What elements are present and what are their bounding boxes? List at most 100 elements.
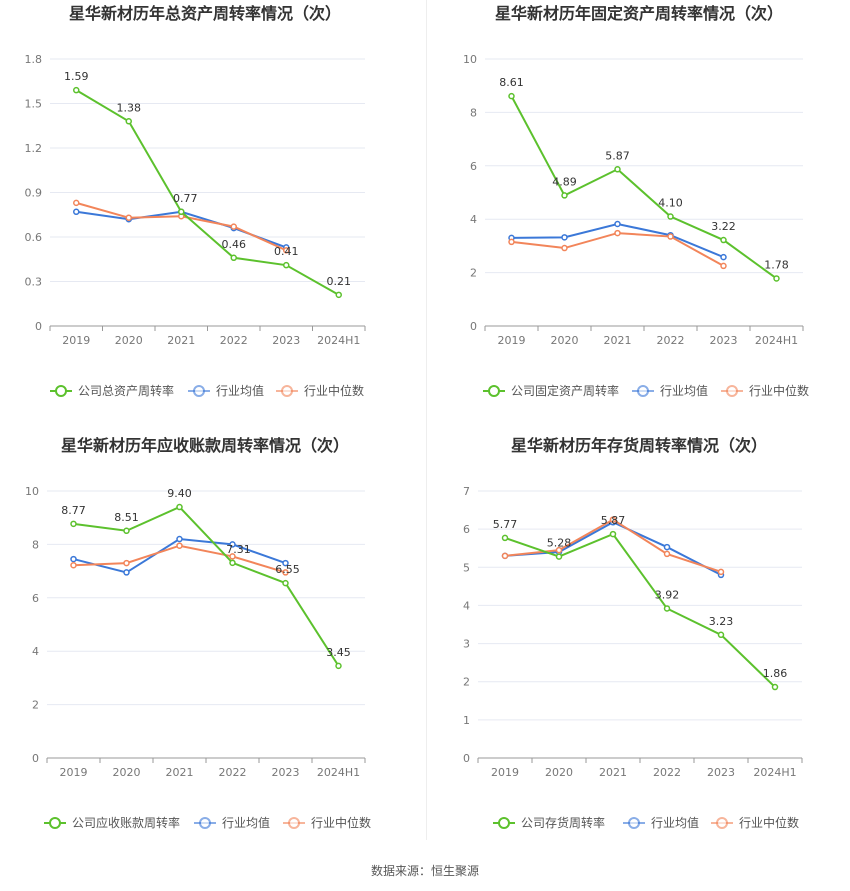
data-point — [73, 199, 80, 207]
chart-svg: 星华新材历年总资产周转率情况（次） 0 0.3 0.6 0.9 1.2 1.5 1.8 2019… — [25, 4, 366, 398]
data-point — [614, 220, 621, 228]
series-line — [73, 544, 286, 574]
y-tick-label: 10 — [463, 53, 477, 66]
y-tick-label: 6 — [32, 592, 39, 605]
data-point — [230, 254, 237, 262]
data-point — [283, 261, 290, 269]
y-tick-label: 1 — [463, 714, 470, 727]
y-tick-label: 0 — [32, 752, 39, 765]
legend-label: 行业中位数 — [749, 383, 809, 398]
y-tick-label: 7 — [463, 485, 470, 498]
data-point — [123, 569, 130, 576]
data-label: 8.77 — [61, 504, 86, 517]
data-label: 0.46 — [222, 238, 247, 251]
y-tick-label: 3 — [463, 638, 470, 651]
data-point — [773, 275, 780, 282]
legend-label: 行业均值 — [222, 815, 270, 830]
data-point — [73, 86, 80, 94]
data-point — [720, 236, 727, 244]
y-tick-label: 0.9 — [25, 187, 43, 200]
data-point — [667, 233, 674, 240]
x-tick-label: 2023 — [710, 334, 738, 347]
data-label: 4.89 — [552, 175, 577, 188]
x-tick-label: 2024H1 — [755, 334, 798, 347]
legend-label: 公司存货周转率 — [521, 815, 605, 830]
x-tick-label: 2021 — [167, 334, 195, 347]
data-label: 0.21 — [327, 275, 352, 288]
y-tick-label: 0 — [35, 320, 42, 333]
data-point — [771, 683, 779, 691]
data-point — [70, 555, 77, 563]
chart-title: 星华新材历年存货周转率情况（次） — [511, 436, 767, 455]
data-point — [178, 208, 185, 216]
data-point — [282, 579, 289, 587]
x-tick-label: 2019 — [62, 334, 90, 347]
data-point — [335, 662, 342, 670]
data-point — [282, 559, 289, 567]
y-tick-label: 8 — [32, 538, 39, 551]
data-label: 3.22 — [711, 220, 736, 233]
legend-marker — [55, 385, 67, 397]
data-point — [720, 253, 727, 261]
legend-label: 行业均值 — [216, 383, 264, 398]
data-label: 8.51 — [114, 511, 139, 524]
data-label: 3.23 — [709, 615, 734, 628]
series-line — [73, 505, 340, 667]
data-label: 1.78 — [764, 258, 789, 271]
data-label: 9.40 — [167, 487, 192, 500]
x-tick-label: 2021 — [604, 334, 632, 347]
x-tick-label: 2019 — [498, 334, 526, 347]
y-tick-label: 5 — [463, 561, 470, 574]
data-label: 6.55 — [275, 563, 300, 576]
x-tick-label: 2019 — [491, 766, 519, 779]
series-line — [504, 532, 776, 688]
x-tick-label: 2019 — [60, 766, 88, 779]
legend-marker — [193, 385, 205, 397]
series-line — [510, 95, 778, 280]
data-point — [663, 605, 671, 612]
legend-label: 公司总资产周转率 — [78, 383, 174, 398]
data-point — [501, 534, 509, 542]
y-tick-label: 10 — [25, 485, 39, 498]
x-tick-label: 2021 — [166, 766, 194, 779]
data-point — [720, 262, 727, 270]
data-point — [717, 568, 725, 576]
series-line — [75, 89, 340, 296]
data-label: 4.10 — [658, 197, 683, 210]
chart-svg: 星华新材历年存货周转率情况（次） 0 1 2 3 4 5 6 7 2019 2020 2021 2022… — [463, 436, 803, 830]
legend-marker — [628, 817, 640, 829]
data-label: 1.86 — [763, 667, 788, 680]
chart-title: 星华新材历年固定资产周转率情况（次） — [495, 4, 783, 23]
x-tick-label: 2022 — [653, 766, 681, 779]
data-point — [609, 530, 617, 538]
data-point — [717, 631, 725, 639]
x-tick-label: 2021 — [599, 766, 627, 779]
data-point — [176, 542, 183, 549]
x-tick-label: 2022 — [657, 334, 685, 347]
y-tick-label: 4 — [32, 645, 39, 658]
legend-label: 行业中位数 — [304, 383, 364, 398]
y-tick-label: 6 — [470, 160, 477, 173]
legend-marker — [288, 817, 300, 829]
data-point — [125, 118, 132, 125]
y-tick-label: 4 — [470, 213, 477, 226]
legend-label: 行业均值 — [651, 815, 699, 830]
y-tick-label: 0.6 — [25, 231, 43, 244]
data-point — [176, 503, 183, 511]
y-tick-label: 8 — [470, 106, 477, 119]
data-point — [123, 559, 130, 567]
legend-marker — [637, 385, 649, 397]
data-label: 5.87 — [601, 514, 626, 527]
data-label: 0.41 — [274, 245, 299, 258]
chart-inventory-turnover: 星华新材历年存货周转率情况（次） 0 1 2 3 4 5 6 7 2019 2020 2021 2022… — [425, 432, 850, 862]
y-tick-label: 1.2 — [25, 142, 43, 155]
data-point — [609, 516, 617, 523]
y-tick-label: 0.3 — [25, 276, 43, 289]
data-point — [614, 229, 621, 237]
data-point — [561, 244, 568, 252]
x-tick-label: 2020 — [113, 766, 141, 779]
x-tick-label: 2023 — [272, 334, 300, 347]
chart-title: 星华新材历年应收账款周转率情况（次） — [61, 436, 349, 455]
data-label: 5.87 — [605, 149, 630, 162]
x-tick-label: 2022 — [219, 766, 247, 779]
